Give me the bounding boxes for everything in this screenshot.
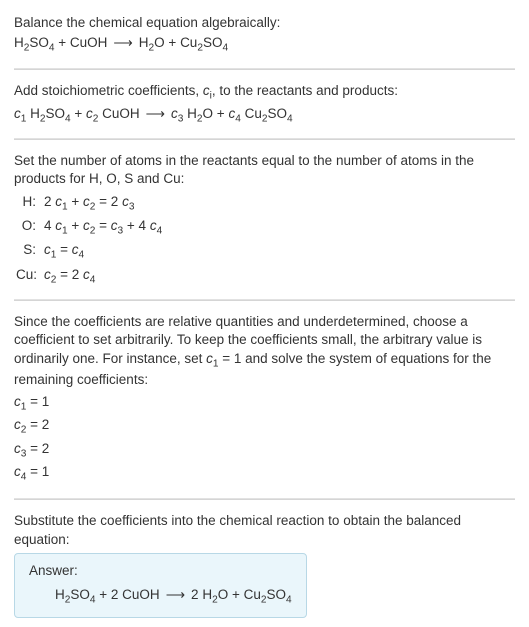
answer-box: Answer: H2SO4 + 2 CuOH⟶2 H2O + Cu2SO4 [14, 553, 307, 619]
atom-label: S: [16, 241, 44, 262]
answer-label: Answer: [29, 562, 292, 580]
species-cuoh: CuOH [70, 35, 108, 50]
species-cuoh: CuOH [98, 106, 139, 121]
atom-equation: c1 = c4 [44, 241, 515, 262]
divider [14, 138, 515, 140]
atom-equation: 2 c1 + c2 = 2 c3 [44, 193, 515, 214]
plus-sign: + [96, 587, 111, 602]
assignment-row: c2 = 2 [14, 416, 515, 437]
plus-sign: + [228, 587, 243, 602]
species-cuoh: CuOH [122, 587, 160, 602]
assignment-row: c1 = 1 [14, 393, 515, 414]
arrow-icon: ⟶ [160, 587, 191, 602]
coef-c3: c3 [171, 106, 183, 121]
coefficient: 2 [111, 587, 122, 602]
coef-c1: c1 [14, 106, 26, 121]
coefficient: 2 [191, 587, 202, 602]
species-cu2so4: Cu2SO4 [241, 106, 293, 121]
balance-equation: H2SO4 + CuOH⟶H2O + Cu2SO4 [14, 34, 515, 55]
arrow-icon: ⟶ [107, 35, 138, 50]
divider [14, 299, 515, 301]
assignment-row: c3 = 2 [14, 440, 515, 461]
balance-section: Balance the chemical equation algebraica… [14, 8, 515, 62]
substitute-text: Substitute the coefficients into the che… [14, 512, 515, 548]
balance-title: Balance the chemical equation algebraica… [14, 14, 515, 32]
species-h2o: H2O [202, 587, 228, 602]
species-h2o: H2O [139, 35, 165, 50]
divider [14, 68, 515, 70]
atom-equation: 4 c1 + c2 = c3 + 4 c4 [44, 217, 515, 238]
coefficient-assignments: c1 = 1 c2 = 2 c3 = 2 c4 = 1 [14, 393, 515, 484]
coef-c4: c4 [228, 106, 240, 121]
atoms-title: Set the number of atoms in the reactants… [14, 152, 515, 188]
plus-sign: + [165, 35, 180, 50]
atoms-grid: H: 2 c1 + c2 = 2 c3 O: 4 c1 + c2 = c3 + … [16, 193, 515, 287]
stoich-section: Add stoichiometric coefficients, ci, to … [14, 76, 515, 133]
answer-equation: H2SO4 + 2 CuOH⟶2 H2O + Cu2SO4 [29, 586, 292, 607]
atoms-section: Set the number of atoms in the reactants… [14, 146, 515, 293]
stoich-equation: c1 H2SO4 + c2 CuOH⟶c3 H2O + c4 Cu2SO4 [14, 105, 515, 126]
plus-sign: + [71, 106, 86, 121]
atom-label: Cu: [16, 266, 44, 287]
assignment-row: c4 = 1 [14, 463, 515, 484]
substitute-section: Substitute the coefficients into the che… [14, 506, 515, 624]
species-cu2so4: Cu2SO4 [244, 587, 292, 602]
species-h2o: H2O [183, 106, 213, 121]
divider [14, 498, 515, 500]
atom-label: O: [16, 217, 44, 238]
species-h2so4: H2SO4 [26, 106, 70, 121]
plus-sign: + [55, 35, 70, 50]
species-h2so4: H2SO4 [55, 587, 96, 602]
plus-sign: + [213, 106, 228, 121]
stoich-title: Add stoichiometric coefficients, ci, to … [14, 82, 515, 103]
atom-equation: c2 = 2 c4 [44, 266, 515, 287]
species-h2so4: H2SO4 [14, 35, 55, 50]
atom-label: H: [16, 193, 44, 214]
species-cu2so4: Cu2SO4 [180, 35, 228, 50]
arrow-icon: ⟶ [140, 106, 171, 121]
choose-section: Since the coefficients are relative quan… [14, 307, 515, 492]
coef-c2: c2 [86, 106, 98, 121]
choose-text: Since the coefficients are relative quan… [14, 313, 515, 389]
